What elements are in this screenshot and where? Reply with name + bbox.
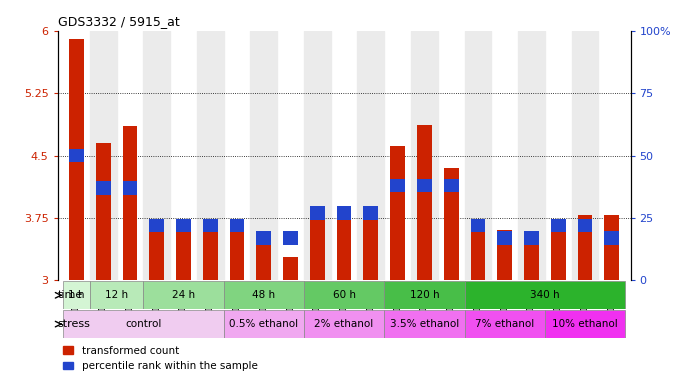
Bar	[498, 230, 512, 280]
Bar	[96, 181, 111, 195]
Text: 48 h: 48 h	[252, 290, 275, 300]
Bar	[123, 126, 137, 280]
Bar	[545, 310, 625, 338]
Text: time: time	[58, 290, 83, 300]
Bar	[444, 179, 458, 192]
Bar	[471, 218, 485, 232]
Bar	[149, 224, 164, 280]
Bar	[304, 31, 331, 280]
Text: 120 h: 120 h	[410, 290, 439, 300]
Bar	[605, 215, 619, 280]
Bar	[384, 310, 464, 338]
Bar	[230, 218, 244, 232]
Bar	[411, 31, 438, 280]
Bar	[310, 206, 325, 220]
Bar	[464, 310, 545, 338]
Text: 340 h: 340 h	[530, 290, 559, 300]
Bar	[464, 31, 492, 280]
Bar	[256, 235, 271, 280]
Bar	[143, 281, 224, 309]
Bar	[149, 218, 164, 232]
Bar	[605, 231, 619, 245]
Text: 12 h: 12 h	[105, 290, 128, 300]
Bar	[357, 31, 384, 280]
Bar	[63, 281, 89, 309]
Bar	[337, 206, 351, 220]
Bar	[203, 218, 218, 232]
Bar	[310, 212, 325, 280]
Text: 24 h: 24 h	[172, 290, 195, 300]
Bar	[518, 31, 545, 280]
Bar	[256, 231, 271, 245]
Bar	[363, 206, 378, 220]
Bar	[551, 220, 565, 280]
Bar	[578, 215, 593, 280]
Bar	[176, 228, 191, 280]
Bar	[337, 209, 351, 280]
Bar	[304, 281, 384, 309]
Bar	[69, 39, 83, 280]
Text: 1 h: 1 h	[68, 290, 85, 300]
Text: control: control	[125, 319, 161, 329]
Bar	[69, 149, 83, 162]
Bar	[572, 31, 599, 280]
Bar	[224, 281, 304, 309]
Bar	[391, 179, 405, 192]
Text: 3.5% ethanol: 3.5% ethanol	[390, 319, 459, 329]
Bar	[578, 218, 593, 232]
Bar	[203, 220, 218, 280]
Bar	[551, 218, 565, 232]
Text: 10% ethanol: 10% ethanol	[552, 319, 618, 329]
Bar	[471, 224, 485, 280]
Bar	[96, 143, 111, 280]
Bar	[224, 310, 304, 338]
Bar	[524, 231, 539, 245]
Bar	[304, 310, 384, 338]
Bar	[63, 310, 224, 338]
Text: 60 h: 60 h	[333, 290, 355, 300]
Bar	[283, 231, 298, 245]
Bar	[197, 31, 224, 280]
Legend: transformed count, percentile rank within the sample: transformed count, percentile rank withi…	[63, 346, 258, 371]
Bar	[417, 125, 432, 280]
Bar	[363, 206, 378, 280]
Bar	[89, 281, 143, 309]
Text: stress: stress	[58, 319, 91, 329]
Bar	[123, 181, 137, 195]
Bar	[444, 168, 458, 280]
Bar	[464, 281, 625, 309]
Bar	[250, 31, 277, 280]
Bar	[498, 231, 512, 245]
Bar	[89, 31, 117, 280]
Bar	[384, 281, 464, 309]
Text: 2% ethanol: 2% ethanol	[315, 319, 374, 329]
Bar	[143, 31, 170, 280]
Text: GDS3332 / 5915_at: GDS3332 / 5915_at	[58, 15, 180, 28]
Bar	[283, 257, 298, 280]
Bar	[391, 146, 405, 280]
Text: 7% ethanol: 7% ethanol	[475, 319, 534, 329]
Bar	[230, 228, 244, 280]
Bar	[524, 235, 539, 280]
Text: 0.5% ethanol: 0.5% ethanol	[229, 319, 298, 329]
Bar	[417, 179, 432, 192]
Bar	[176, 218, 191, 232]
